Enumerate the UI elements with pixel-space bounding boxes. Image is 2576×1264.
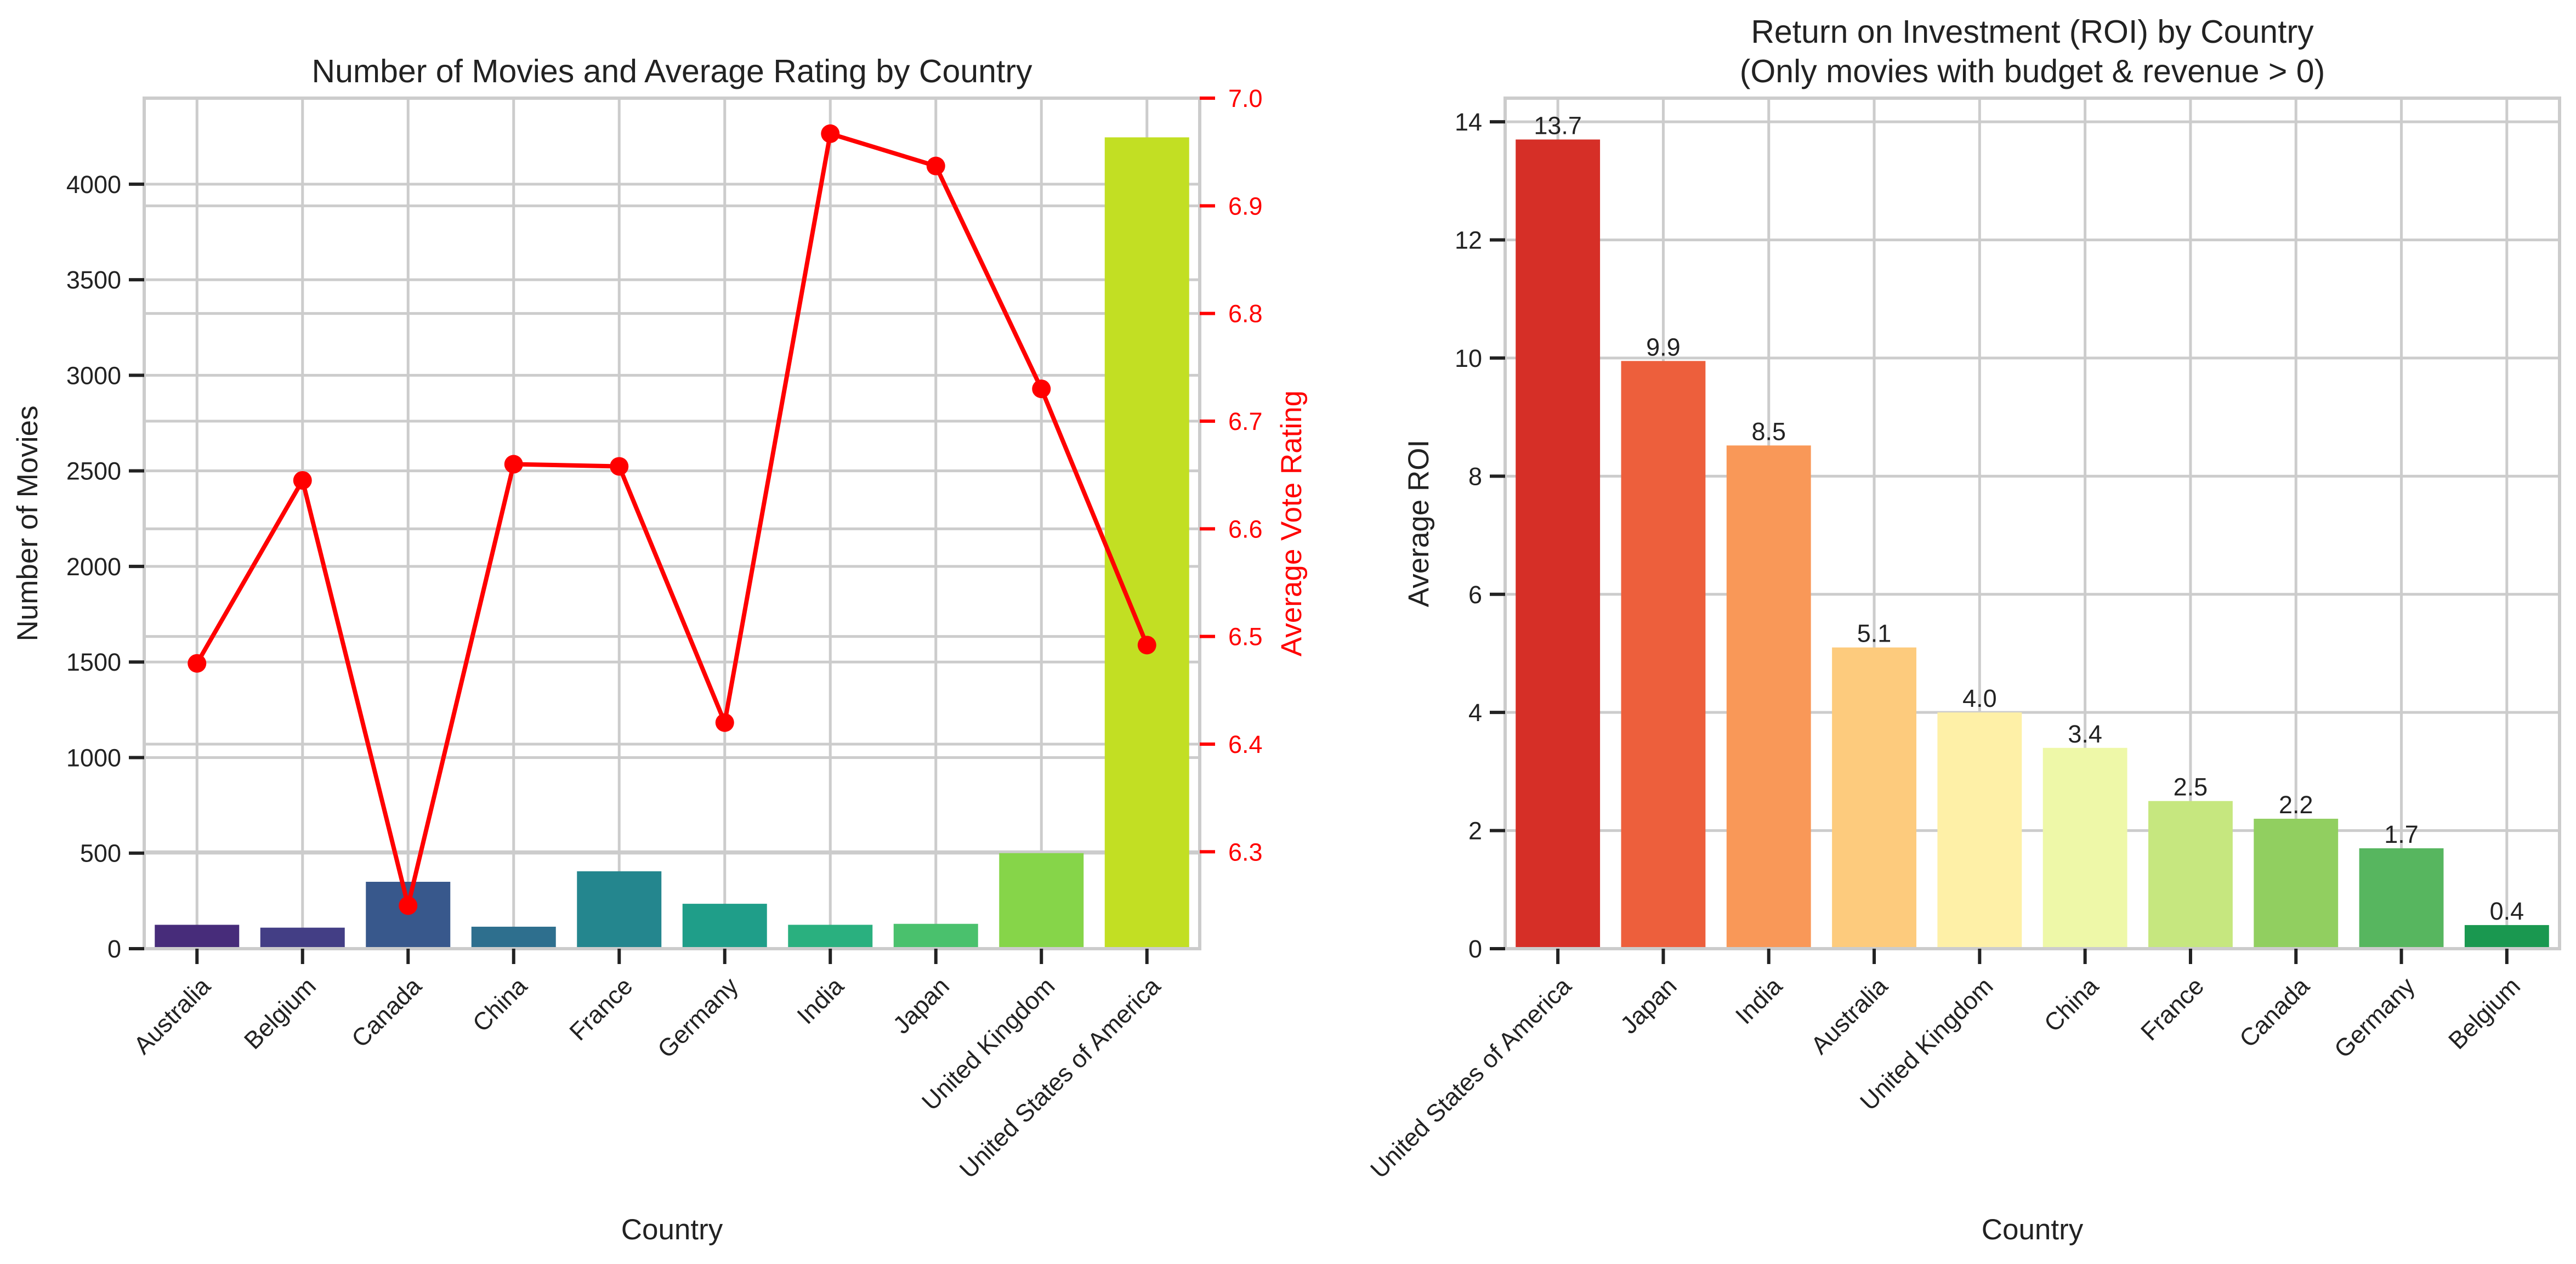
chart1-frame <box>143 97 1201 950</box>
rating-point-germany <box>715 713 734 732</box>
chart2-bars <box>1516 139 2549 949</box>
chart2-title: Return on Investment (ROI) by Country <box>1751 14 2314 50</box>
y-tick-label: 2000 <box>66 553 121 581</box>
data-label: 9.9 <box>1646 333 1681 361</box>
rating-point-canada <box>399 896 418 915</box>
y-tick-label: 10 <box>1455 344 1482 372</box>
right-y-tick-label: 6.8 <box>1228 300 1263 328</box>
rating-line <box>195 131 1149 908</box>
data-label: 1.7 <box>2384 820 2419 848</box>
data-label: 2.5 <box>2174 773 2208 801</box>
y-tick-label: 1500 <box>66 648 121 676</box>
right-y-tick-label: 7.0 <box>1228 84 1263 112</box>
bar-france <box>577 871 662 949</box>
bar-australia <box>1832 647 1916 949</box>
y-tick-label: 4000 <box>66 171 121 199</box>
bar-united-kingdom <box>1937 712 2022 949</box>
y-tick-label: 3500 <box>66 266 121 294</box>
bar-japan <box>893 923 978 949</box>
data-label: 2.2 <box>2279 791 2313 819</box>
rating-point-india <box>821 124 840 143</box>
rating-point-japan <box>926 156 945 175</box>
y-tick-label: 12 <box>1455 226 1482 254</box>
y-tick-label: 0 <box>107 935 121 963</box>
rating-point-united-kingdom <box>1032 379 1051 399</box>
bar-united-states-of-america <box>1516 139 1601 949</box>
right-y-tick-label: 6.4 <box>1228 730 1263 758</box>
y-tick-label: 8 <box>1468 462 1482 490</box>
bar-canada <box>2254 819 2339 949</box>
bar-germany <box>682 904 767 949</box>
y-tick-label: 2500 <box>66 457 121 485</box>
y-tick-label: 6 <box>1468 581 1482 609</box>
data-label: 3.4 <box>2068 720 2102 748</box>
chart2-y-axis-label: Average ROI <box>1403 440 1435 607</box>
chart2-data-labels: 13.7 9.9 8.5 5.1 4.0 3.4 2.5 2.2 1.7 0.4 <box>1534 111 2524 925</box>
bar-germany <box>2359 848 2444 949</box>
bar-united-states-of-america <box>1104 137 1189 949</box>
y-tick-label: 4 <box>1468 699 1482 727</box>
chart1-rating-line <box>188 124 1156 915</box>
bar-china <box>2042 747 2127 949</box>
right-y-tick-label: 6.7 <box>1228 407 1263 435</box>
chart1-y-axis-label: Number of Movies <box>12 405 44 641</box>
data-label: 8.5 <box>1751 417 1786 445</box>
chart2-frame <box>1503 97 2561 950</box>
y-tick-label: 3000 <box>66 361 121 389</box>
y-tick-label: 500 <box>80 840 121 868</box>
right-y-tick-label: 6.3 <box>1228 838 1263 866</box>
bar-australia <box>155 925 240 949</box>
bar-japan <box>1621 361 1706 949</box>
y-tick-label: 14 <box>1455 108 1482 136</box>
chart2-x-axis-label: Country <box>1982 1214 2084 1246</box>
right-y-tick-label: 6.6 <box>1228 515 1263 543</box>
bar-india <box>788 925 873 949</box>
rating-point-france <box>610 457 629 476</box>
bar-france <box>2148 801 2233 949</box>
right-y-tick-label: 6.5 <box>1228 623 1263 651</box>
y-tick-label: 0 <box>1468 935 1482 963</box>
bar-united-kingdom <box>999 853 1084 949</box>
chart2-subtitle: (Only movies with budget & revenue > 0) <box>1740 53 2325 89</box>
chart1-right-axis-label: Average Vote Rating <box>1275 390 1308 656</box>
data-label: 13.7 <box>1534 111 1582 139</box>
data-label: 0.4 <box>2490 897 2524 925</box>
bar-canada <box>366 882 451 949</box>
bar-belgium <box>260 927 345 949</box>
y-tick-label: 2 <box>1468 817 1482 845</box>
right-y-tick-label: 6.9 <box>1228 192 1263 220</box>
bar-india <box>1726 445 1811 949</box>
data-label: 5.1 <box>1857 620 1892 648</box>
rating-point-united-states-of-america <box>1137 636 1156 655</box>
rating-point-china <box>504 455 523 474</box>
rating-point-australia <box>188 654 207 673</box>
bar-china <box>471 926 556 949</box>
bar-belgium <box>2464 925 2549 949</box>
rating-point-belgium <box>293 471 312 490</box>
chart1-x-axis-label: Country <box>621 1214 723 1246</box>
movies-rating-chart: Australia Belgium Canada China France Germany… <box>12 53 1308 1246</box>
data-label: 4.0 <box>1962 684 1997 712</box>
chart1-title: Number of Movies and Average Rating by C… <box>312 53 1032 89</box>
y-tick-label: 1000 <box>66 744 121 772</box>
chart1-bars <box>155 137 1189 949</box>
